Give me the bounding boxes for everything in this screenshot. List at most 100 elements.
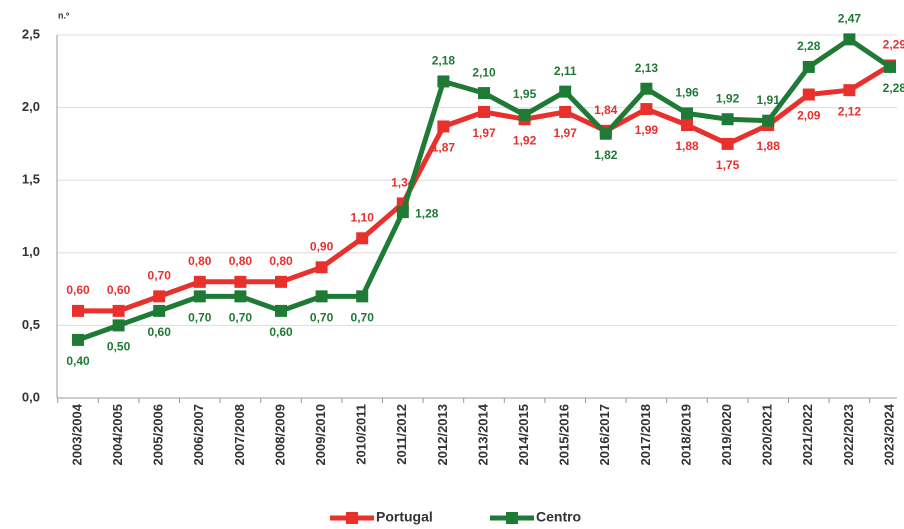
- data-label: 1,92: [716, 91, 740, 105]
- x-tick-label: 2021/2022: [800, 404, 815, 465]
- x-tick-label: 2009/2010: [313, 404, 328, 465]
- x-tick-label: 2011/2012: [394, 404, 409, 465]
- data-label: 0,60: [107, 283, 131, 297]
- data-label: 0,40: [66, 354, 90, 368]
- x-tick-label: 2003/2004: [69, 403, 84, 465]
- data-label: 0,70: [148, 269, 172, 283]
- data-label: 2,28: [883, 81, 904, 95]
- point-marker: [559, 105, 572, 118]
- data-label: 1,10: [351, 210, 375, 224]
- data-label: 1,97: [472, 126, 496, 140]
- x-tick-label: 2010/2011: [354, 404, 369, 465]
- x-tick-label: 2019/2020: [719, 404, 734, 465]
- data-label: 1,96: [675, 86, 699, 100]
- point-marker: [437, 120, 450, 133]
- y-tick-label: 0,5: [22, 317, 40, 332]
- point-marker: [437, 75, 450, 88]
- point-marker: [275, 275, 287, 288]
- data-label: 2,29: [883, 38, 904, 52]
- data-label: 1,87: [432, 141, 456, 155]
- point-marker: [721, 113, 734, 126]
- x-tick-label: 2023/2024: [881, 403, 896, 465]
- point-marker: [112, 319, 125, 332]
- point-marker: [843, 84, 856, 97]
- y-tick-label: 2,0: [22, 99, 40, 114]
- point-marker: [681, 119, 693, 132]
- point-marker: [721, 137, 734, 150]
- y-tick-label: 2,5: [22, 26, 40, 41]
- data-label: 2,28: [797, 39, 821, 53]
- point-marker: [884, 60, 896, 73]
- x-tick-label: 2020/2021: [760, 404, 775, 465]
- point-marker: [234, 275, 247, 288]
- point-marker: [356, 232, 369, 245]
- point-marker: [518, 108, 531, 121]
- point-marker: [640, 103, 653, 116]
- point-marker: [193, 275, 206, 288]
- data-label: 2,18: [432, 54, 456, 68]
- data-label: 1,88: [675, 139, 699, 153]
- x-tick-label: 2007/2008: [232, 404, 247, 465]
- data-label: 1,82: [594, 148, 618, 162]
- point-marker: [153, 290, 166, 303]
- data-label: 1,84: [594, 103, 618, 117]
- data-label: 0,80: [229, 254, 253, 268]
- point-marker: [315, 290, 328, 303]
- point-marker: [315, 261, 328, 274]
- y-tick-label: 0,0: [22, 389, 40, 404]
- y-tick-label: 1,5: [22, 172, 40, 187]
- point-marker: [356, 290, 369, 303]
- data-label: 2,10: [472, 65, 496, 79]
- x-tick-label: 2013/2014: [475, 403, 490, 465]
- x-tick-label: 2004/2005: [110, 404, 125, 465]
- x-tick-label: 2005/2006: [151, 404, 166, 465]
- point-marker: [599, 127, 612, 140]
- x-tick-label: 2006/2007: [191, 404, 206, 465]
- point-marker: [681, 107, 693, 120]
- data-label: 0,60: [66, 283, 90, 297]
- data-label: 0,70: [188, 311, 212, 325]
- point-marker: [112, 304, 125, 317]
- data-label: 1,91: [757, 93, 781, 107]
- data-label: 0,60: [269, 325, 293, 339]
- x-tick-label: 2022/2023: [841, 404, 856, 465]
- point-marker: [843, 33, 856, 46]
- legend-label: Centro: [536, 509, 581, 525]
- data-label: 1,97: [554, 126, 578, 140]
- point-marker: [193, 290, 206, 303]
- legend-label: Portugal: [376, 509, 433, 525]
- data-label: 0,70: [229, 311, 253, 325]
- data-label: 2,47: [838, 12, 862, 26]
- point-marker: [72, 333, 84, 346]
- point-marker: [153, 304, 166, 317]
- data-label: 1,28: [415, 206, 439, 220]
- data-label: 1,99: [635, 123, 659, 137]
- y-tick-label: 1,0: [22, 244, 40, 259]
- data-label: 0,70: [310, 311, 334, 325]
- x-tick-label: 2008/2009: [272, 404, 287, 465]
- point-marker: [275, 304, 287, 317]
- point-marker: [559, 85, 572, 98]
- data-label: 0,80: [188, 254, 212, 268]
- data-label: 0,50: [107, 340, 131, 354]
- x-tick-label: 2017/2018: [638, 404, 653, 465]
- data-label: 2,09: [797, 109, 821, 123]
- data-label: 2,11: [554, 64, 577, 78]
- data-label: 2,12: [838, 104, 862, 118]
- x-tick-label: 2016/2017: [597, 404, 612, 465]
- data-label: 0,90: [310, 239, 334, 253]
- point-marker: [396, 206, 409, 219]
- legend-swatch: [346, 512, 358, 524]
- y-axis-label: n.º: [58, 10, 70, 20]
- point-marker: [762, 114, 775, 127]
- data-label: 0,60: [148, 325, 172, 339]
- point-marker: [234, 290, 247, 303]
- point-marker: [478, 105, 490, 118]
- data-label: 0,80: [269, 254, 293, 268]
- x-tick-label: 2014/2015: [516, 404, 531, 465]
- point-marker: [802, 88, 815, 101]
- point-marker: [640, 82, 653, 95]
- point-marker: [478, 87, 490, 100]
- x-tick-label: 2018/2019: [678, 404, 693, 465]
- point-marker: [72, 304, 84, 317]
